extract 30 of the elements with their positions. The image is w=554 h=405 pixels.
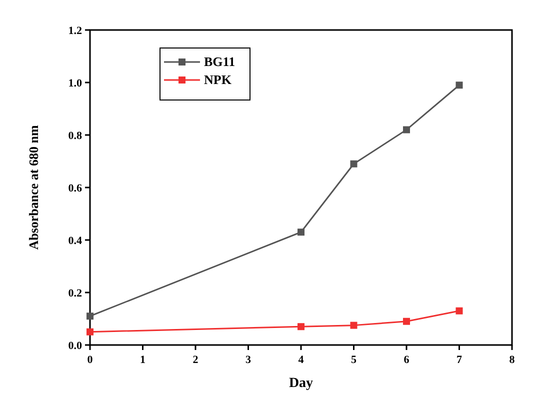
point bbox=[456, 82, 463, 89]
point bbox=[456, 307, 463, 314]
point bbox=[403, 126, 410, 134]
legend-label: NPK bbox=[204, 72, 232, 87]
y-tick-label: 0.2 bbox=[68, 288, 82, 300]
y-tick-label: 1.2 bbox=[68, 25, 82, 37]
x-tick-label: 5 bbox=[351, 354, 357, 366]
x-tick-label: 3 bbox=[246, 354, 252, 366]
point bbox=[298, 323, 304, 330]
x-tick-label: 1 bbox=[140, 354, 146, 366]
y-tick-label: 1.0 bbox=[68, 78, 82, 90]
x-tick-label: 8 bbox=[509, 354, 516, 366]
point bbox=[298, 228, 304, 236]
y-tick-label: 0.4 bbox=[68, 235, 82, 247]
y-tick-label: 0.0 bbox=[68, 340, 82, 352]
y-axis-title: Absorbance at 680 nm bbox=[26, 125, 41, 250]
point bbox=[86, 328, 94, 336]
x-tick-label: 7 bbox=[456, 354, 462, 366]
point bbox=[403, 318, 410, 325]
y-tick-label: 0.6 bbox=[68, 182, 82, 194]
x-tick-label: 0 bbox=[87, 354, 94, 366]
x-tick-label: 6 bbox=[404, 354, 410, 366]
point bbox=[350, 160, 358, 168]
y-tick-label: 0.8 bbox=[68, 130, 82, 142]
point bbox=[350, 322, 358, 329]
legend-label: BG11 bbox=[204, 54, 236, 69]
x-tick-label: 4 bbox=[298, 354, 304, 366]
x-tick-label: 2 bbox=[192, 354, 199, 366]
point bbox=[86, 312, 94, 320]
x-axis-title: Day bbox=[288, 376, 314, 391]
